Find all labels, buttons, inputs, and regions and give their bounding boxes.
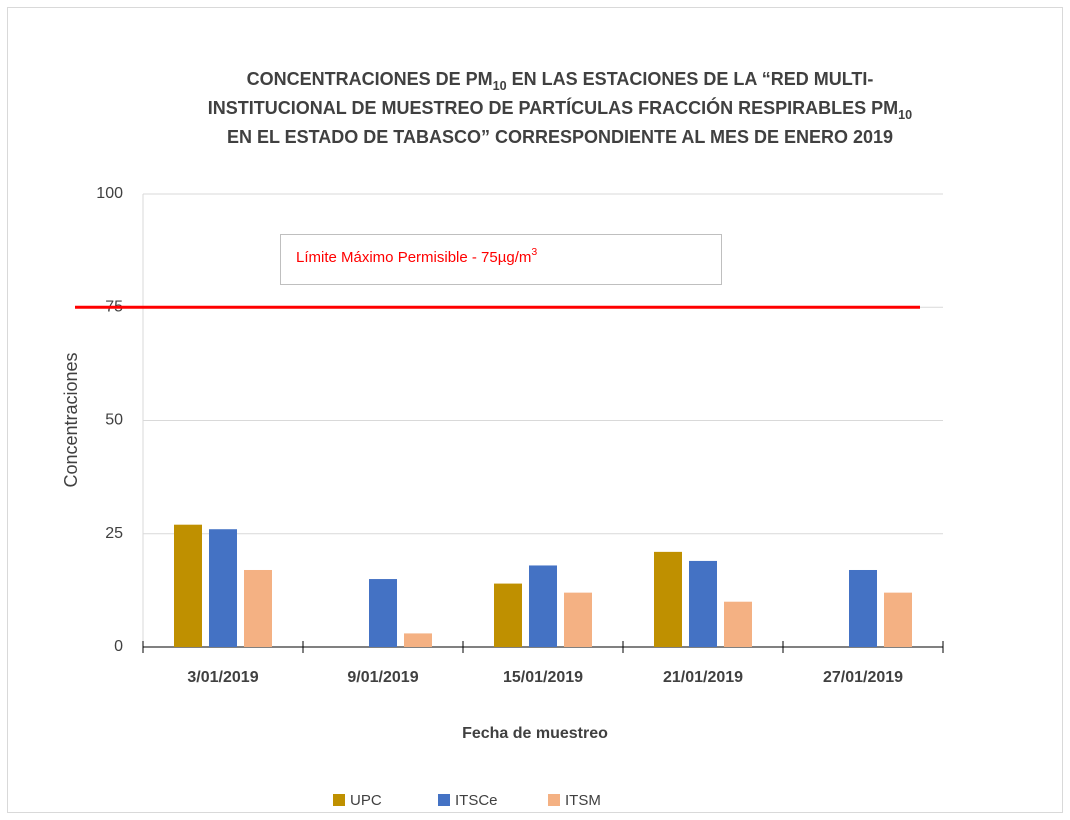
legend-label: ITSM [565,792,601,809]
bar [564,592,592,647]
chart-border [7,7,1063,813]
y-tick-label: 25 [105,525,123,542]
x-axis-title: Fecha de muestreo [462,725,608,742]
chart-title: INSTITUCIONAL DE MUESTREO DE PARTÍCULAS … [208,97,912,123]
limit-label: Límite Máximo Permisible - 75µg/m3 [296,246,537,266]
x-tick-label: 21/01/2019 [663,669,743,686]
legend-swatch [438,794,450,806]
legend-swatch [548,794,560,806]
bar [369,579,397,647]
chart-title: CONCENTRACIONES DE PM10 EN LAS ESTACIONE… [247,69,874,94]
legend-label: UPC [350,792,382,809]
bar [724,601,752,647]
y-axis-title: Concentraciones [61,352,81,487]
legend-swatch [333,794,345,806]
chart-title: EN EL ESTADO DE TABASCO” CORRESPONDIENTE… [227,127,893,147]
bar [244,569,272,647]
y-tick-label: 0 [114,638,123,655]
y-tick-label: 50 [105,412,123,429]
x-tick-label: 27/01/2019 [823,669,903,686]
bar [174,524,202,647]
bar [689,560,717,647]
bar [654,551,682,647]
x-tick-label: 9/01/2019 [347,669,418,686]
bar [849,569,877,647]
annotation-box [280,234,722,285]
x-tick-label: 15/01/2019 [503,669,583,686]
x-tick-label: 3/01/2019 [187,669,258,686]
bar [494,583,522,647]
bar [884,592,912,647]
bar [209,529,237,647]
legend-label: ITSCe [455,792,498,809]
bar [529,565,557,647]
y-tick-label: 100 [96,185,123,202]
bar [404,633,432,647]
